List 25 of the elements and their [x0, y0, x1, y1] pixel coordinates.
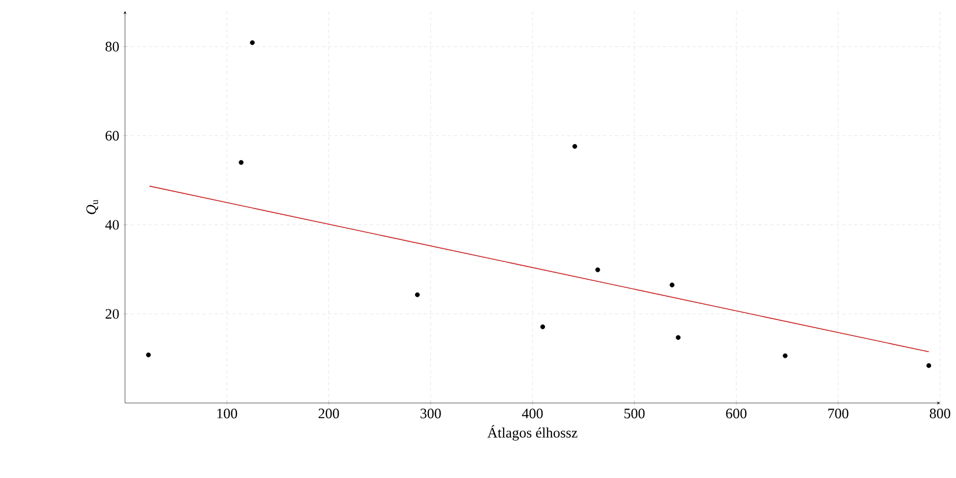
point [414, 292, 420, 298]
point [676, 335, 681, 340]
y-tick-label: 20 [106, 309, 119, 319]
x-tick-label: 400 [522, 408, 543, 418]
point [670, 282, 674, 288]
point [926, 363, 932, 368]
y-tick-label: 80 [106, 42, 119, 52]
point [782, 353, 788, 358]
point [595, 267, 600, 272]
x-tick-label: 200 [318, 408, 339, 418]
point [146, 352, 151, 358]
x-tick-label: 600 [726, 408, 746, 418]
x-axis-title: Átlagos élhossz [487, 425, 578, 441]
x-tick-label: 700 [828, 408, 848, 418]
x-tick-label: 100 [217, 408, 238, 418]
y-tick-label: 60 [106, 130, 119, 141]
y-axis-title: Q$_{u}$ [86, 200, 98, 214]
point [572, 144, 578, 149]
x-tick-label: 500 [624, 408, 645, 418]
x-tick-label: 300 [420, 408, 441, 418]
x-tick-label: 800 [930, 408, 950, 418]
point [250, 40, 255, 46]
point [540, 324, 546, 330]
y-tick-label: 40 [105, 220, 119, 230]
point [238, 160, 244, 165]
